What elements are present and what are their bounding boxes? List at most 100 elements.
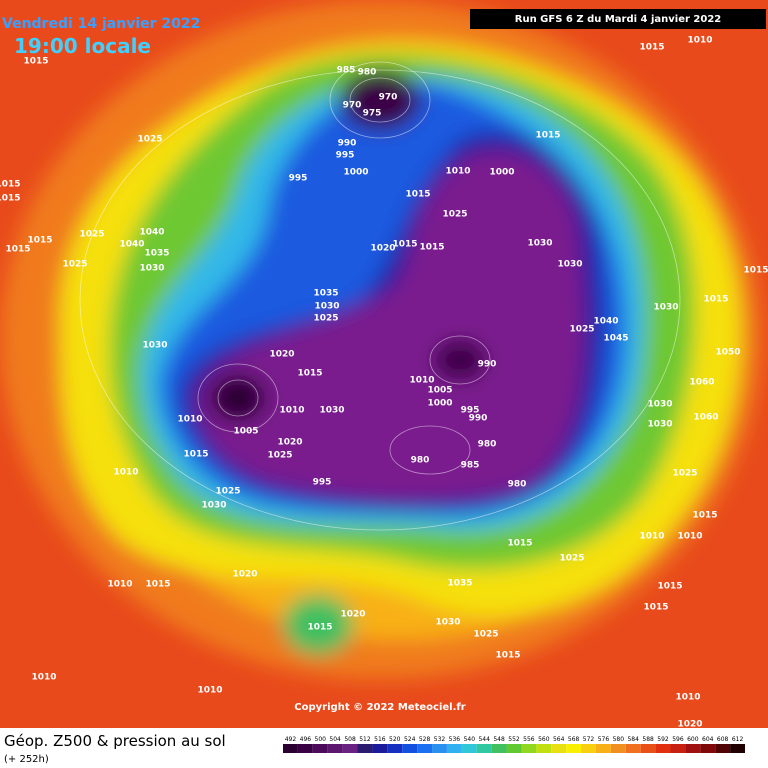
color-swatch [655,744,671,753]
isobar-label: 980 [478,440,497,450]
isobar-label: 1015 [639,43,664,53]
color-swatch [417,744,433,753]
isobar-label: 1040 [119,240,144,250]
colorbar-label: 508 [344,736,356,743]
isobar-label: 1010 [197,686,222,696]
isobar-label: 970 [343,101,362,111]
colorbar-label: 528 [419,736,431,743]
isobar-label: 1025 [672,469,697,479]
isobar-label: 1015 [297,369,322,379]
isobar-label: 995 [289,174,308,184]
color-swatch [491,744,507,753]
map-field [0,0,768,728]
isobar-label: 1015 [643,603,668,613]
isobar-label: 1050 [715,348,740,358]
isobar-label: 1030 [435,618,460,628]
color-swatch [402,744,418,753]
isobar-label: 1000 [489,168,514,178]
run-box [470,9,766,29]
isobar-label: 990 [469,414,488,424]
isobar-label: 1015 [0,194,21,204]
color-swatch [461,744,477,753]
colorbar-label: 608 [717,736,729,743]
color-swatch [297,744,313,753]
colorbar-label: 596 [672,736,684,743]
color-swatch [312,744,328,753]
colorbar-label: 568 [568,736,580,743]
isobar-label: 1010 [113,468,138,478]
isobar-label: 1030 [647,400,672,410]
isobar-label: 1015 [23,57,48,67]
isobar-label: 1025 [267,451,292,461]
isobar-label: 1025 [473,630,498,640]
color-swatch [581,744,596,753]
color-swatch [357,744,373,753]
colorbar-label: 580 [613,736,625,743]
isobar-label: 1035 [144,249,169,259]
colorbar-label: 504 [329,736,341,743]
isobar-label: 1010 [677,532,702,542]
isobar-label: 1015 [703,295,728,305]
colorbar-label: 532 [434,736,446,743]
isobar-label: 985 [461,461,480,471]
isobar-label: 1015 [307,623,332,633]
colorbar-label: 588 [642,736,654,743]
run-info: Run GFS 6 Z du Mardi 4 janvier 2022 [515,14,722,25]
isobar-label: 1060 [693,413,718,423]
colorbar-label: 516 [374,736,386,743]
color-swatch [640,744,656,753]
isobar-label: 1015 [419,243,444,253]
isobar-label: 990 [478,360,497,370]
color-swatch [521,744,537,753]
isobar-label: 1030 [319,406,344,416]
isobar-label: 1030 [139,264,164,274]
isobar-label: 1030 [653,303,678,313]
isobar-label: 1025 [215,487,240,497]
isobar-label: 995 [461,406,480,416]
isobar-label: 995 [313,478,332,488]
isobar-label: 985 [337,66,356,76]
colorbar-label: 520 [389,736,401,743]
isobar-label: 990 [338,139,357,149]
isobar-label: 1000 [427,399,452,409]
isobar-label: 1020 [232,570,257,580]
isobar-label: 1015 [507,539,532,549]
isobar-label: 980 [411,456,430,466]
isobar-label: 1015 [27,236,52,246]
isobar-label: 1010 [177,415,202,425]
color-swatch [685,744,701,753]
isobar-label: 980 [358,68,377,78]
isobar-label: 1015 [495,651,520,661]
isobar-label: 1000 [343,168,368,178]
lead-time: (+ 252h) [4,754,49,765]
colorbar-label: 544 [478,736,490,743]
isobar-label: 1060 [689,378,714,388]
colorbar-label: 548 [493,736,505,743]
isobar-label: 1030 [201,501,226,511]
isobar-label: 1010 [279,406,304,416]
colorbar-label: 604 [702,736,714,743]
isobar-label: 995 [336,151,355,161]
color-swatch [670,744,686,753]
color-swatch [372,744,388,753]
color-swatch [715,744,731,753]
colorbar-label: 512 [359,736,371,743]
isobar-label: 1020 [269,350,294,360]
colorbar-label: 612 [732,736,744,743]
colorbar-label: 524 [404,736,416,743]
isobar-label: 1035 [313,289,338,299]
colorbar-label: 572 [583,736,595,743]
copyright: Copyright © 2022 Meteociel.fr [294,702,465,713]
isobar-label: 1045 [603,334,628,344]
isobar-label: 1015 [405,190,430,200]
colorbar-label: 540 [464,736,476,743]
isobar-label: 1015 [743,266,768,276]
color-swatch [566,744,582,753]
isobar-label: 1010 [409,376,434,386]
isobar-label: 1010 [107,580,132,590]
color-swatch [536,744,552,753]
isobar-label: 1005 [233,427,258,437]
isobar-label: 980 [508,480,527,490]
